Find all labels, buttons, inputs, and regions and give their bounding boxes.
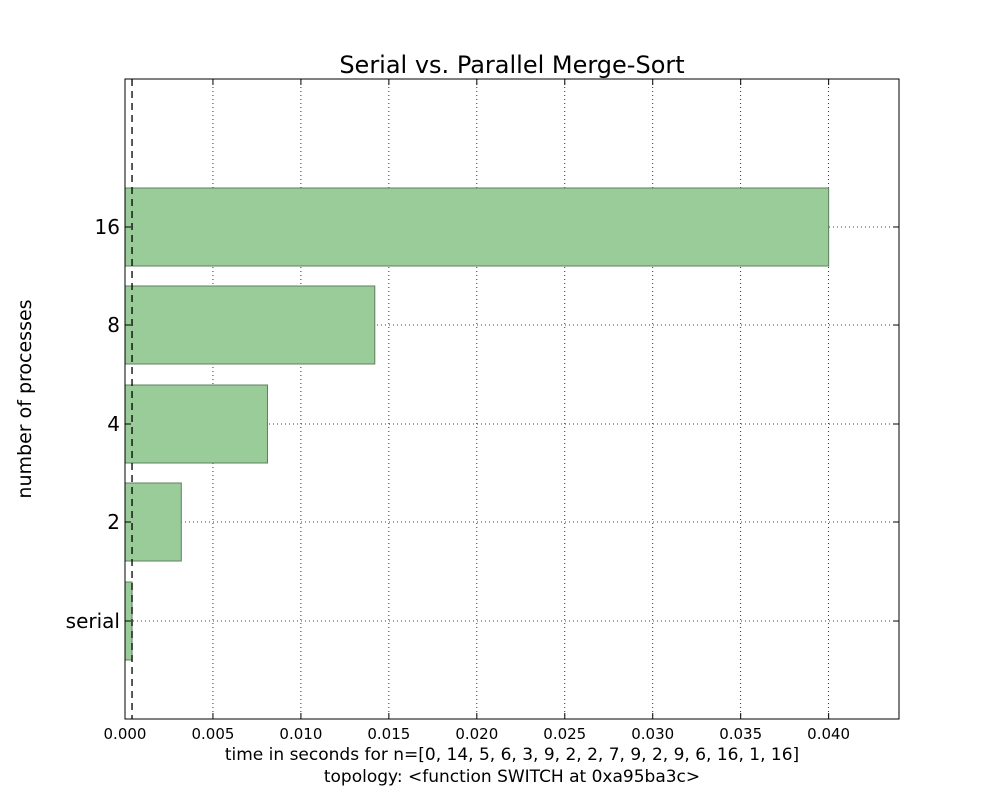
x-tick-label: 0.025 [543,725,586,743]
x-tick-label: 0.040 [807,725,850,743]
y-tick-label-16: 16 [95,215,120,239]
x-axis-label-line-1: time in seconds for n=[0, 14, 5, 6, 3, 9… [225,745,799,765]
x-axis-label-line-2: topology: <function SWITCH at 0xa95ba3c> [324,767,700,787]
y-axis-label: number of processes [14,299,36,498]
x-tick-label: 0.005 [191,725,234,743]
x-tick-label: 0.010 [279,725,322,743]
x-tick-label: 0.020 [455,725,498,743]
bar-16 [124,187,830,267]
bar-2 [124,482,182,562]
bar-4 [124,384,268,464]
chart-title: Serial vs. Parallel Merge-Sort [339,51,684,79]
x-tick-label: 0.015 [367,725,410,743]
bar-8 [124,285,376,365]
x-tick-label: 0.000 [104,725,147,743]
y-tick-label-serial: serial [66,609,120,633]
y-tick-label-4: 4 [107,412,120,436]
ticks-layer: 0.000 0.005 0.010 0.015 0.020 0.025 0.030 0.035… [66,79,899,743]
y-tick-label-2: 2 [107,510,120,534]
bars-layer [124,187,830,661]
x-tick-label: 0.030 [631,725,674,743]
y-tick-label-8: 8 [107,313,120,337]
x-tick-label: 0.035 [719,725,762,743]
plot-frame [124,78,900,720]
